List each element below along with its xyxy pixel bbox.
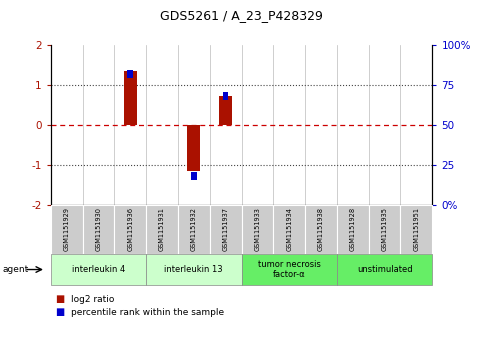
Bar xyxy=(219,97,232,125)
Text: agent: agent xyxy=(2,265,28,274)
Text: GSM1151935: GSM1151935 xyxy=(382,207,387,251)
Bar xyxy=(223,93,228,101)
Text: percentile rank within the sample: percentile rank within the sample xyxy=(71,308,224,317)
Text: GSM1151937: GSM1151937 xyxy=(223,207,228,251)
Text: GSM1151931: GSM1151931 xyxy=(159,207,165,251)
Text: interleukin 4: interleukin 4 xyxy=(72,265,125,274)
Text: ■: ■ xyxy=(56,294,65,305)
Text: GSM1151936: GSM1151936 xyxy=(127,207,133,251)
Text: GDS5261 / A_23_P428329: GDS5261 / A_23_P428329 xyxy=(160,9,323,22)
Bar xyxy=(191,172,197,180)
Text: GSM1151933: GSM1151933 xyxy=(255,207,260,251)
Text: tumor necrosis
factor-α: tumor necrosis factor-α xyxy=(258,260,321,279)
Bar xyxy=(187,125,200,171)
Text: GSM1151929: GSM1151929 xyxy=(64,207,70,251)
Text: GSM1151951: GSM1151951 xyxy=(413,207,419,251)
Text: GSM1151930: GSM1151930 xyxy=(96,207,101,251)
Bar xyxy=(124,71,137,125)
Text: log2 ratio: log2 ratio xyxy=(71,295,114,304)
Text: GSM1151932: GSM1151932 xyxy=(191,207,197,251)
Text: unstimulated: unstimulated xyxy=(357,265,412,274)
Text: GSM1151934: GSM1151934 xyxy=(286,207,292,251)
Text: interleukin 13: interleukin 13 xyxy=(165,265,223,274)
Text: GSM1151938: GSM1151938 xyxy=(318,207,324,251)
Text: GSM1151928: GSM1151928 xyxy=(350,207,356,251)
Text: ■: ■ xyxy=(56,307,65,317)
Bar xyxy=(128,70,133,78)
